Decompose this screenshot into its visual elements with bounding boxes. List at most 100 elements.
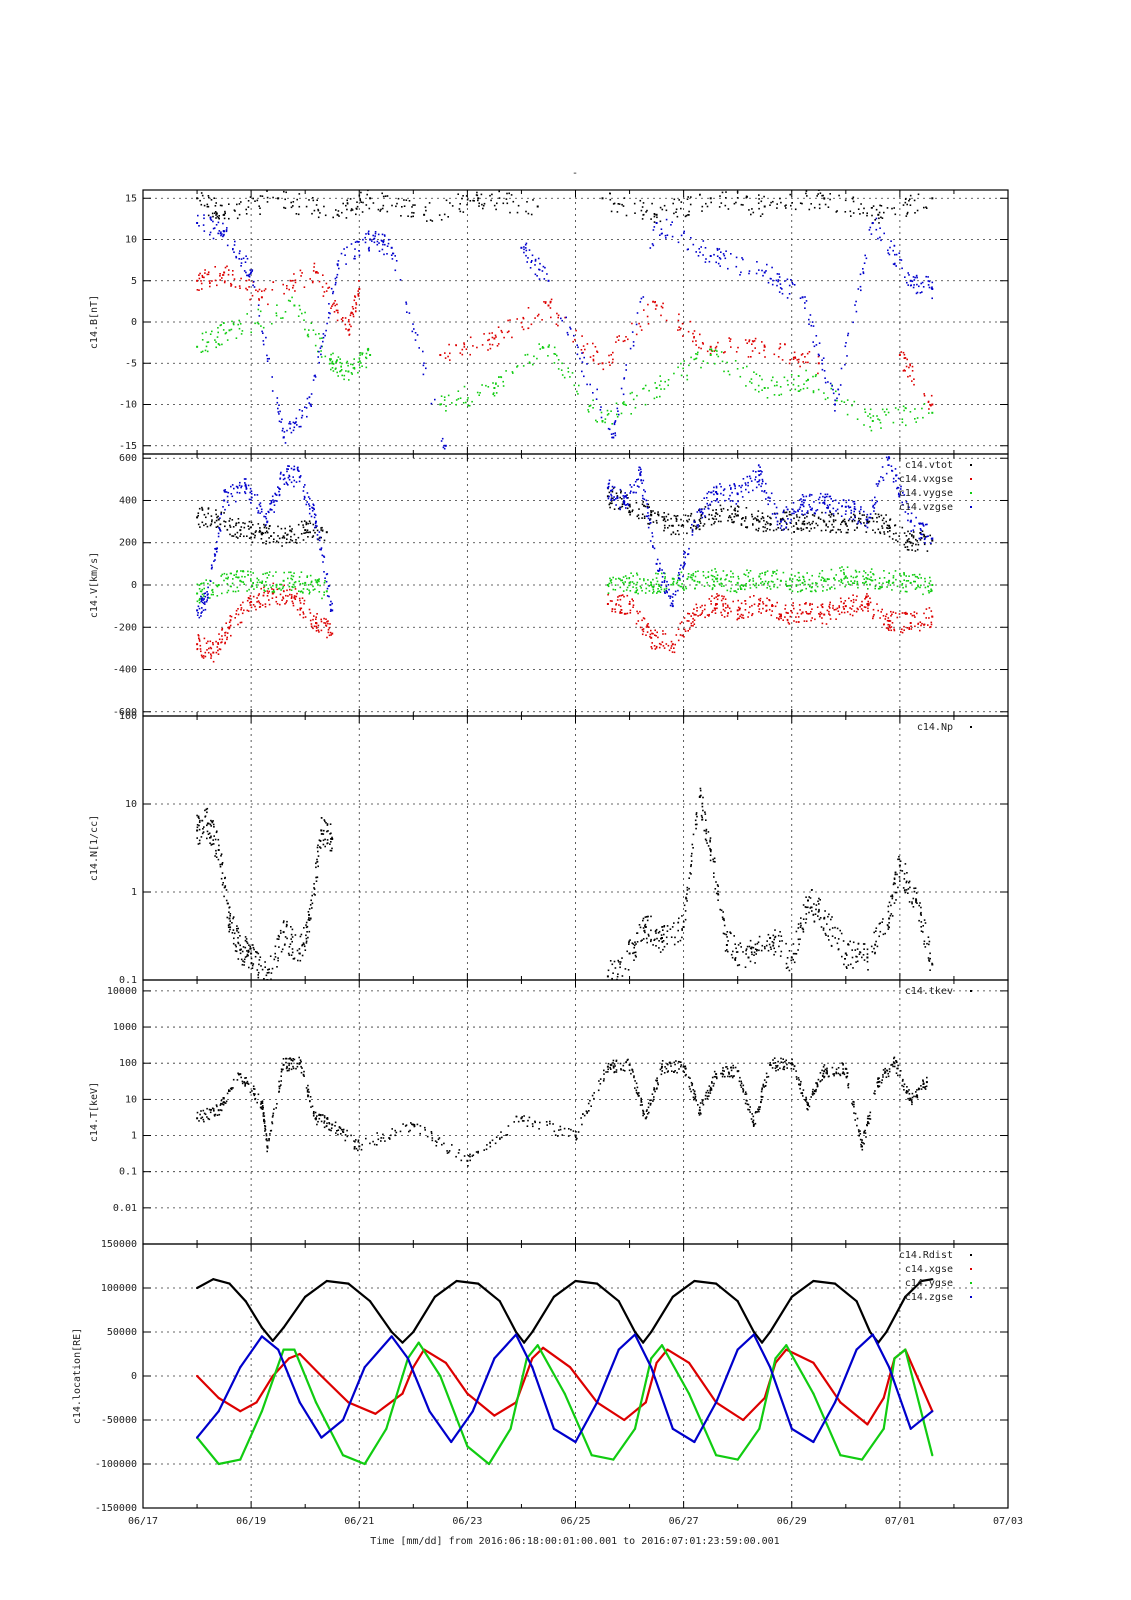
data-point (622, 393, 625, 396)
data-point (761, 471, 763, 473)
data-point (212, 839, 214, 841)
data-point (849, 210, 852, 213)
data-point (650, 646, 653, 648)
data-point (596, 350, 598, 353)
data-point (805, 602, 807, 604)
data-point (748, 475, 751, 478)
data-point (931, 286, 933, 288)
data-point (736, 609, 739, 612)
data-point (235, 485, 238, 488)
data-point (500, 329, 503, 332)
data-point (351, 373, 353, 375)
data-point (749, 606, 751, 608)
data-point (913, 611, 916, 613)
legend-marker (970, 464, 972, 466)
data-point (819, 192, 822, 194)
data-point (862, 212, 864, 214)
data-point (576, 344, 578, 346)
data-point (838, 613, 841, 615)
data-point (783, 509, 785, 512)
data-point (690, 512, 693, 515)
data-point (241, 950, 244, 953)
data-point (229, 926, 232, 928)
data-point (327, 622, 329, 625)
data-point (316, 579, 319, 581)
data-point (856, 595, 858, 598)
data-point (914, 616, 916, 618)
data-point (712, 490, 715, 492)
data-point (332, 352, 334, 355)
data-point (332, 216, 334, 219)
data-point (546, 273, 548, 275)
data-point (208, 196, 210, 199)
data-point (221, 635, 223, 637)
data-point (271, 322, 273, 325)
data-point (929, 580, 932, 582)
data-point (868, 578, 871, 581)
data-point (244, 936, 247, 938)
data-point (217, 642, 219, 644)
data-point (567, 371, 570, 373)
data-point (200, 612, 202, 614)
data-point (765, 270, 767, 272)
data-point (520, 321, 523, 324)
data-point (217, 649, 219, 652)
data-point (673, 212, 675, 215)
data-point (723, 370, 725, 373)
data-point (747, 484, 749, 487)
data-point (269, 503, 271, 505)
data-point (478, 205, 480, 207)
data-point (225, 577, 227, 580)
data-point (429, 219, 432, 221)
data-point (693, 520, 696, 523)
data-point (704, 616, 706, 619)
data-point (843, 608, 845, 610)
data-point (635, 501, 638, 504)
data-point (266, 201, 269, 203)
data-point (775, 279, 778, 282)
data-point (761, 378, 763, 381)
data-point (751, 515, 754, 518)
data-point (226, 578, 229, 580)
data-point (643, 517, 646, 519)
data-point (805, 495, 808, 498)
data-point (557, 314, 560, 317)
data-point (260, 538, 263, 540)
data-point (616, 496, 618, 499)
data-point (620, 594, 622, 597)
data-point (924, 523, 927, 526)
data-point (271, 376, 273, 378)
data-point (260, 510, 263, 513)
data-point (836, 210, 838, 212)
data-point (918, 522, 920, 525)
data-point (227, 926, 230, 928)
data-point (726, 589, 729, 592)
data-point (276, 540, 278, 542)
data-point (704, 506, 707, 508)
data-point (259, 207, 261, 209)
data-point (316, 538, 319, 540)
data-point (912, 535, 915, 537)
data-point (274, 945, 277, 948)
data-point (374, 235, 376, 237)
data-point (230, 282, 232, 285)
data-point (336, 263, 339, 266)
data-point (250, 579, 252, 582)
data-point (577, 393, 579, 395)
data-point (209, 646, 212, 649)
series-group (196, 454, 934, 663)
data-point (763, 519, 765, 522)
data-point (888, 625, 891, 628)
data-point (910, 530, 912, 532)
data-point (908, 199, 910, 202)
data-point (283, 483, 286, 485)
data-point (872, 617, 874, 620)
data-point (318, 591, 321, 593)
data-point (814, 618, 816, 621)
data-point (517, 204, 520, 207)
data-point (727, 509, 729, 511)
data-point (650, 510, 652, 512)
data-point (293, 426, 296, 429)
data-point (683, 561, 686, 564)
data-point (445, 199, 448, 202)
